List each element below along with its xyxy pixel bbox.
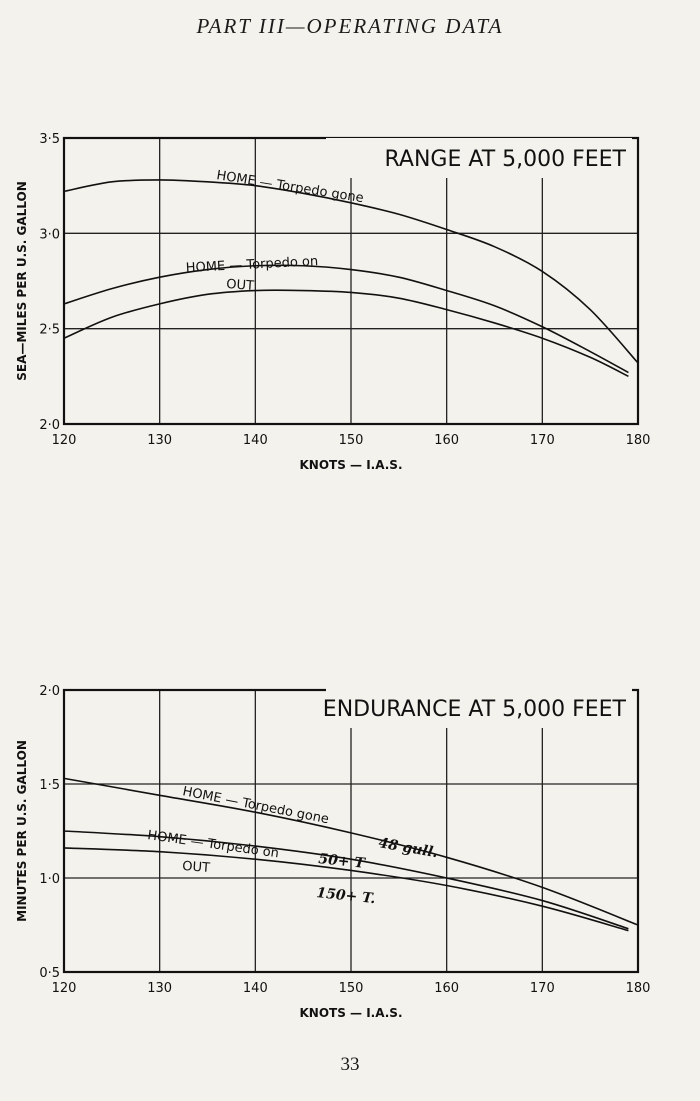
endurance-series-line-2 bbox=[63, 847, 629, 932]
endurance-y-axis-label: MINUTES PER U.S. GALLON bbox=[15, 740, 29, 922]
endurance-x-tick-label: 120 bbox=[52, 981, 77, 996]
endurance-x-tick-label: 170 bbox=[530, 981, 555, 996]
endurance-x-tick-label: 130 bbox=[147, 981, 172, 996]
range-y-tick-label: 2·0 bbox=[39, 418, 60, 433]
page-heading: PART III—OPERATING DATA bbox=[196, 14, 504, 38]
range-chart-title: RANGE AT 5,000 FEET bbox=[385, 147, 627, 172]
endurance-y-tick-label: 0·5 bbox=[39, 966, 60, 981]
endurance-y-tick-label: 1·0 bbox=[39, 872, 60, 887]
range-series-line-2 bbox=[63, 289, 629, 378]
range-y-axis-label: SEA—MILES PER U.S. GALLON bbox=[15, 181, 29, 381]
endurance-handwritten-note-0: 48 gull. bbox=[377, 835, 439, 861]
endurance-chart-title: ENDURANCE AT 5,000 FEET bbox=[323, 697, 627, 722]
range-x-tick-label: 180 bbox=[626, 433, 651, 448]
range-series-label-1: HOME — Torpedo on bbox=[185, 254, 318, 276]
range-x-tick-label: 120 bbox=[52, 433, 77, 448]
endurance-y-tick-label: 1·5 bbox=[39, 778, 60, 793]
range-y-tick-label: 2·5 bbox=[39, 323, 60, 338]
endurance-x-tick-label: 140 bbox=[243, 981, 268, 996]
range-series-line-1 bbox=[63, 264, 629, 374]
endurance-series-line-1 bbox=[63, 830, 629, 930]
range-x-tick-label: 170 bbox=[530, 433, 555, 448]
range-y-tick-label: 3·5 bbox=[39, 132, 60, 147]
endurance-series-label-1: HOME — Torpedo on bbox=[146, 828, 279, 861]
range-y-tick-label: 3·0 bbox=[39, 227, 60, 242]
range-x-tick-label: 130 bbox=[147, 433, 172, 448]
endurance-handwritten-note-1: 50+ T bbox=[318, 851, 367, 872]
endurance-x-tick-label: 160 bbox=[434, 981, 459, 996]
range-x-tick-label: 160 bbox=[434, 433, 459, 448]
endurance-x-axis-label: KNOTS — I.A.S. bbox=[299, 1006, 402, 1020]
endurance-x-tick-label: 180 bbox=[626, 981, 651, 996]
range-x-tick-label: 140 bbox=[243, 433, 268, 448]
endurance-handwritten-note-2: 150+ T. bbox=[316, 885, 377, 907]
page-number: 33 bbox=[340, 1054, 360, 1075]
endurance-series-label-2: OUT bbox=[182, 859, 211, 876]
range-x-tick-label: 150 bbox=[339, 433, 364, 448]
endurance-title-backdrop bbox=[326, 688, 632, 728]
endurance-chart: 120 130 140 150 160 170 180 0·5 1·0 1·5 2·0 KNOTS —… bbox=[15, 684, 651, 1020]
range-series-line-0 bbox=[63, 179, 639, 364]
range-series-label-2: OUT bbox=[226, 277, 255, 294]
range-title-backdrop bbox=[326, 138, 632, 178]
endurance-series-line-0 bbox=[63, 777, 639, 926]
endurance-x-tick-label: 150 bbox=[339, 981, 364, 996]
range-x-axis-label: KNOTS — I.A.S. bbox=[299, 458, 402, 472]
endurance-y-tick-label: 2·0 bbox=[39, 684, 60, 699]
range-chart: 120 130 140 150 160 170 180 2·0 2·5 3·0 3·5 KNOTS —… bbox=[15, 132, 651, 472]
